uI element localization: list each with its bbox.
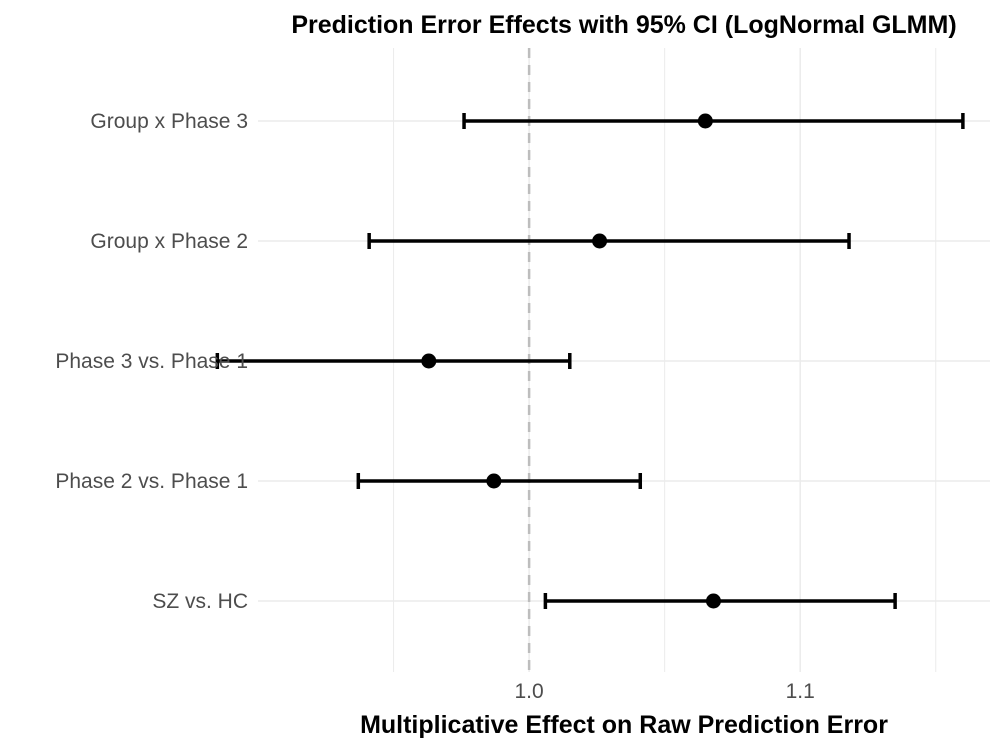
error-bar-row [215, 353, 572, 369]
error-bar-row [543, 593, 897, 609]
x-tick-label: 1.0 [515, 680, 544, 703]
estimate-point [592, 233, 608, 249]
y-tick-label: SZ vs. HC [152, 590, 248, 613]
estimate-point [486, 473, 502, 489]
estimate-point [697, 113, 713, 129]
y-tick-label: Phase 3 vs. Phase 1 [55, 350, 248, 373]
estimate-point [421, 353, 437, 369]
y-tick-label: Group x Phase 2 [90, 230, 248, 253]
y-tick-label: Phase 2 vs. Phase 1 [55, 470, 248, 493]
x-axis-label: Multiplicative Effect on Raw Prediction … [360, 711, 888, 739]
x-axis-tick-labels: 1.0 1.1 [515, 680, 815, 703]
x-tick-label: 1.1 [786, 680, 815, 703]
y-tick-label: Group x Phase 3 [90, 110, 248, 133]
error-bar-row [462, 113, 965, 129]
error-bar-row [356, 473, 643, 489]
chart-title: Prediction Error Effects with 95% CI (Lo… [291, 11, 956, 39]
error-bar-row [367, 233, 851, 249]
error-bars [215, 113, 965, 609]
estimate-point [705, 593, 721, 609]
y-axis-tick-labels: Group x Phase 3 Group x Phase 2 Phase 3 vs… [55, 110, 248, 613]
